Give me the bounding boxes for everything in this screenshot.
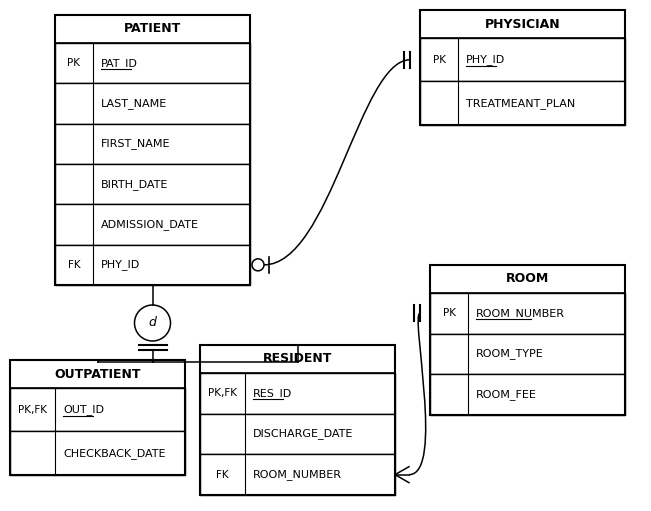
- Text: PK: PK: [68, 58, 81, 68]
- Text: ROOM_NUMBER: ROOM_NUMBER: [253, 469, 342, 480]
- Bar: [420, 10, 625, 125]
- Text: FK: FK: [68, 260, 80, 270]
- Bar: [200, 414, 395, 454]
- Text: d: d: [148, 316, 156, 330]
- Bar: [430, 293, 625, 334]
- Bar: [55, 83, 250, 124]
- Bar: [430, 265, 625, 293]
- Bar: [55, 15, 250, 285]
- Bar: [55, 204, 250, 245]
- Bar: [10, 360, 185, 475]
- Text: ROOM_NUMBER: ROOM_NUMBER: [476, 308, 565, 319]
- Bar: [55, 124, 250, 164]
- Text: OUT_ID: OUT_ID: [63, 404, 104, 415]
- Text: PATIENT: PATIENT: [124, 22, 181, 35]
- Bar: [10, 388, 185, 431]
- Text: FIRST_NAME: FIRST_NAME: [101, 138, 171, 149]
- Bar: [430, 375, 625, 415]
- Text: DISCHARGE_DATE: DISCHARGE_DATE: [253, 429, 353, 439]
- Text: RESIDENT: RESIDENT: [263, 353, 332, 365]
- Text: BIRTH_DATE: BIRTH_DATE: [101, 179, 169, 190]
- Text: PK: PK: [443, 308, 456, 318]
- Bar: [55, 43, 250, 83]
- Text: TREATMEANT_PLAN: TREATMEANT_PLAN: [466, 98, 575, 109]
- Bar: [200, 373, 395, 414]
- Bar: [55, 245, 250, 285]
- Bar: [200, 454, 395, 495]
- Text: PK,FK: PK,FK: [208, 388, 237, 399]
- Bar: [55, 15, 250, 43]
- Bar: [420, 10, 625, 38]
- Bar: [55, 164, 250, 204]
- Text: PK: PK: [432, 55, 445, 65]
- Text: ADMISSION_DATE: ADMISSION_DATE: [101, 219, 199, 230]
- Text: PK,FK: PK,FK: [18, 405, 47, 415]
- Bar: [200, 345, 395, 495]
- Text: ROOM: ROOM: [506, 272, 549, 286]
- Text: CHECKBACK_DATE: CHECKBACK_DATE: [63, 448, 165, 459]
- Text: PHYSICIAN: PHYSICIAN: [485, 17, 561, 31]
- Text: PHY_ID: PHY_ID: [466, 54, 505, 65]
- Bar: [420, 38, 625, 81]
- Text: LAST_NAME: LAST_NAME: [101, 98, 167, 109]
- Bar: [10, 431, 185, 475]
- Text: ROOM_FEE: ROOM_FEE: [476, 389, 537, 400]
- Bar: [420, 81, 625, 125]
- Bar: [430, 265, 625, 415]
- Text: PAT_ID: PAT_ID: [101, 58, 138, 68]
- Bar: [200, 345, 395, 373]
- Text: FK: FK: [216, 470, 229, 480]
- Text: ROOM_TYPE: ROOM_TYPE: [476, 349, 544, 359]
- Text: PHY_ID: PHY_ID: [101, 260, 140, 270]
- Text: RES_ID: RES_ID: [253, 388, 292, 399]
- Bar: [10, 360, 185, 388]
- Bar: [430, 334, 625, 375]
- Text: OUTPATIENT: OUTPATIENT: [54, 367, 141, 381]
